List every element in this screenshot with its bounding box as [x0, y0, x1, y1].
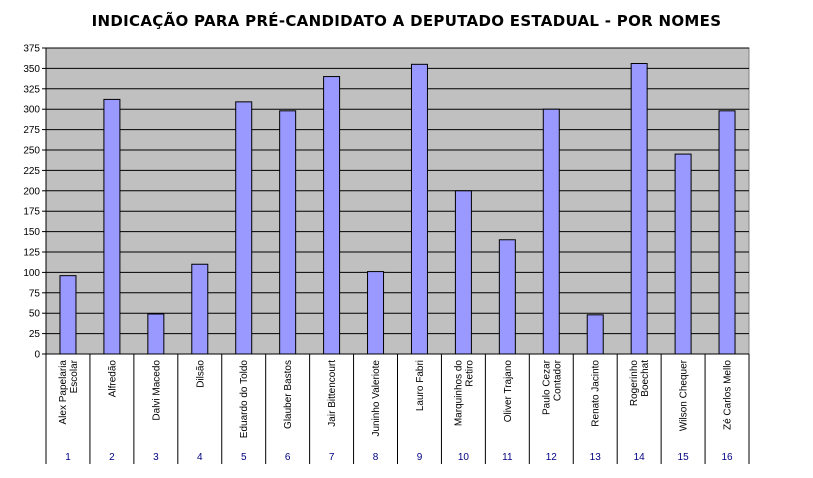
y-tick-label: 350	[23, 64, 40, 75]
y-tick-label: 75	[29, 288, 41, 299]
index-label: 7	[329, 452, 335, 463]
y-tick-label: 175	[23, 207, 40, 218]
y-tick-label: 300	[23, 105, 40, 116]
category-label-line: Juninho Valeriote	[371, 360, 382, 437]
y-tick-label: 375	[23, 44, 40, 55]
y-tick-label: 275	[23, 125, 40, 136]
index-label: 13	[590, 452, 602, 463]
bar	[323, 76, 341, 355]
bar	[279, 110, 297, 355]
category-label: Zé Carlos Mello	[723, 360, 734, 430]
bar	[235, 101, 253, 355]
category-label-line: Dalvi Macedo	[151, 360, 162, 421]
y-tick-label: 100	[23, 268, 40, 279]
bar	[147, 313, 165, 355]
index-label: 3	[153, 452, 159, 463]
category-label: Marquinhos do Retiro	[453, 360, 475, 427]
index-label: 8	[373, 452, 379, 463]
category-label-line: Glauber Bastos	[283, 360, 294, 429]
category-label-line: Dilsão	[195, 360, 206, 388]
y-tick-label: 250	[23, 146, 40, 157]
category-label: Dilsão	[195, 360, 206, 388]
category-label-line: Zé Carlos Mello	[723, 360, 734, 430]
bar	[191, 263, 209, 355]
category-label-line: Contador	[552, 359, 563, 401]
bar	[498, 239, 516, 355]
index-label: 11	[502, 452, 513, 463]
index-label: 14	[634, 452, 646, 463]
bar	[586, 314, 604, 355]
category-label: Wilson Chequer	[679, 359, 690, 431]
y-tick-labels: 0 25 50 75 100 125 150 175 200 225 250 275 300 325 350…	[23, 44, 40, 361]
category-label-line: Lauro Fabri	[415, 360, 426, 411]
category-label-line: Rogerinho	[629, 360, 640, 407]
category-label: Rogerinho Boechat	[629, 360, 651, 407]
category-label-line: Paulo Cezar	[541, 359, 552, 415]
category-label: Eduardo do Toldo	[239, 360, 250, 439]
y-tick-label: 325	[23, 84, 40, 95]
index-label: 6	[285, 452, 291, 463]
category-label-line: Oliver Trajano	[503, 360, 514, 423]
index-label: 16	[721, 452, 733, 463]
index-label: 12	[546, 452, 558, 463]
category-label: Alex Papelaria Escolar	[58, 359, 80, 424]
y-tick-label: 150	[23, 227, 40, 238]
index-label: 15	[678, 452, 690, 463]
bar	[410, 63, 428, 355]
category-label: Jair Bittencourt	[327, 360, 338, 427]
category-labels: Alex Papelaria Escolar Alfredão Dalvi Maced…	[58, 359, 734, 438]
category-label-line: Alex Papelaria	[58, 360, 69, 425]
bar	[59, 275, 77, 355]
category-label-line: Jair Bittencourt	[327, 360, 338, 427]
category-label: Juninho Valeriote	[371, 360, 382, 437]
category-label-line: Boechat	[640, 360, 651, 397]
category-label-line: Marquinhos do	[453, 360, 464, 427]
category-label: Oliver Trajano	[503, 360, 514, 423]
axes	[42, 47, 750, 464]
y-tick-label: 25	[29, 329, 41, 340]
y-tick-label: 0	[34, 350, 40, 361]
index-labels: 1 2 3 4 5 6 7 8 9 10 11 12 13 14 15 16	[65, 452, 733, 463]
bar	[454, 190, 472, 355]
y-tick-label: 125	[23, 248, 40, 259]
category-label: Alfredão	[107, 360, 118, 398]
bar	[542, 108, 560, 355]
y-tick-label: 50	[29, 309, 41, 320]
y-tick-label: 225	[23, 166, 40, 177]
bar	[103, 98, 121, 355]
y-tick-label: 200	[23, 186, 40, 197]
index-label: 2	[109, 452, 115, 463]
bar	[674, 153, 692, 355]
index-label: 5	[241, 452, 247, 463]
index-label: 10	[458, 452, 470, 463]
chart-title: INDICAÇÃO PARA PRÉ-CANDIDATO A DEPUTADO …	[91, 12, 722, 30]
category-label-line: Retiro	[464, 360, 475, 387]
category-label: Lauro Fabri	[415, 360, 426, 411]
category-label-line: Eduardo do Toldo	[239, 360, 250, 439]
category-label-line: Alfredão	[107, 360, 118, 398]
category-label: Paulo Cezar Contador	[541, 359, 563, 415]
bar	[718, 110, 736, 355]
index-label: 9	[417, 452, 423, 463]
category-label: Renato Jacinto	[591, 360, 602, 427]
category-label-line: Wilson Chequer	[679, 359, 690, 431]
index-label: 1	[65, 452, 71, 463]
category-label-line: Renato Jacinto	[591, 360, 602, 427]
category-label-line: Escolar	[69, 359, 80, 393]
category-label: Glauber Bastos	[283, 360, 294, 429]
bar	[630, 63, 648, 355]
index-label: 4	[197, 452, 203, 463]
bar	[367, 271, 385, 355]
category-label: Dalvi Macedo	[151, 360, 162, 421]
